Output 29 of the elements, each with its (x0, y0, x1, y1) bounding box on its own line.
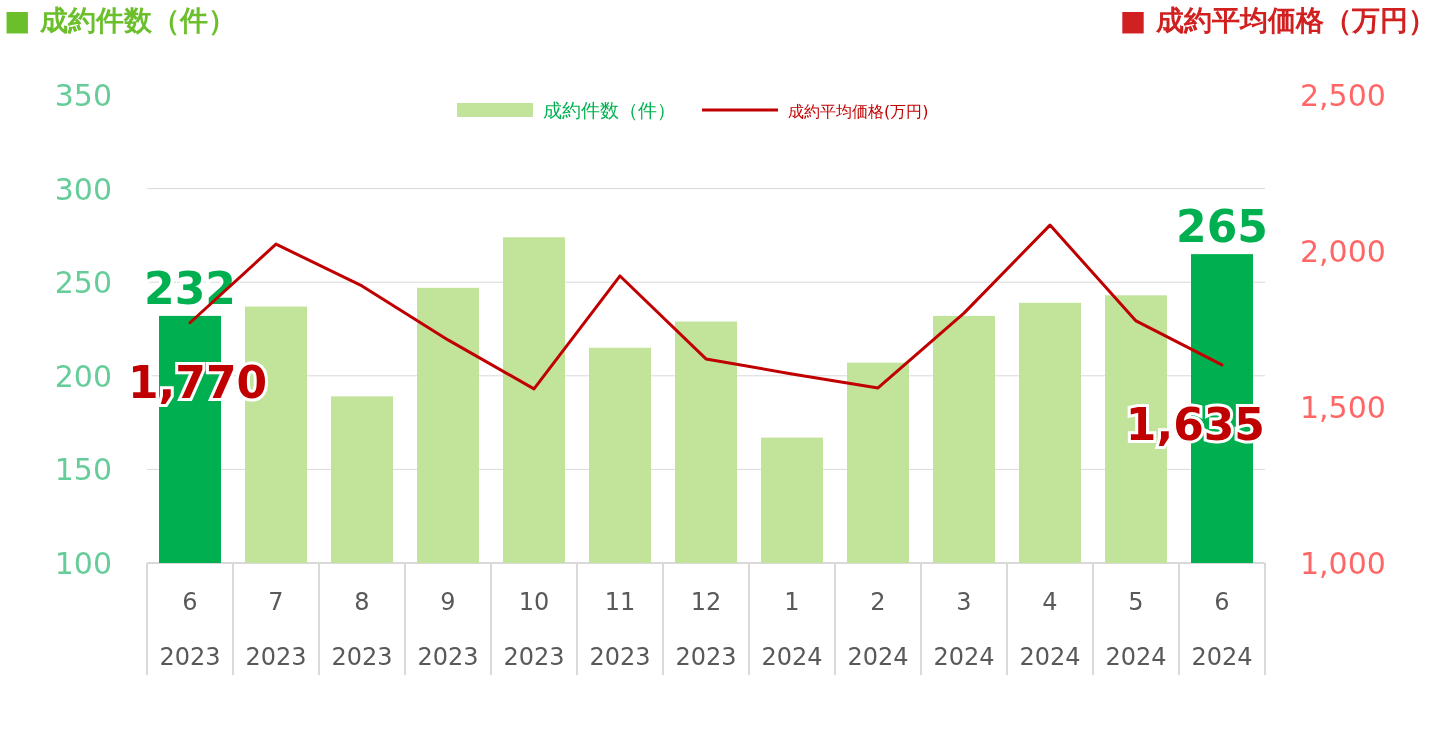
y2-tick-label: 2,000 (1300, 234, 1386, 269)
y-axis-title: ■ 成約件数（件） (4, 4, 237, 37)
x-tick-label: 4 2024 (1019, 588, 1081, 671)
x-tick-label: 9 2023 (417, 588, 479, 671)
legend-label: 成約件数（件） (543, 99, 676, 121)
x-tick-label: 7 2023 (245, 588, 307, 671)
y-tick-label: 250 (54, 265, 112, 301)
y2-tick-label: 1,000 (1300, 546, 1386, 581)
x-tick-label: 8 2023 (331, 588, 393, 671)
x-tick-label: 11 2023 (589, 588, 651, 671)
x-tick-label: 2 2024 (847, 588, 909, 671)
x-tick-label: 6 2023 (159, 588, 221, 671)
y-tick-label: 200 (54, 358, 112, 394)
x-tick-label: 3 2024 (933, 588, 995, 671)
x-tick-label: 10 2023 (503, 588, 565, 671)
y-tick-label: 350 (54, 78, 112, 113)
x-tick-label: 1 2024 (761, 588, 823, 671)
y2-tick-label: 2,500 (1300, 78, 1386, 113)
x-tick-label: 6 2024 (1191, 588, 1253, 671)
y-tick-label: 100 (54, 546, 112, 581)
x-tick-label: 5 2024 (1105, 588, 1167, 671)
y-tick-label: 150 (54, 452, 112, 488)
y2-axis-title: ■ 成約平均価格（万円） (1119, 4, 1436, 37)
data-label: 232 (144, 262, 236, 314)
y2-tick-label: 1,500 (1300, 390, 1386, 425)
data-label: 265 (1176, 201, 1268, 253)
legend-label: 成約平均価格(万円) (788, 102, 929, 121)
x-tick-label: 12 2023 (675, 588, 737, 671)
y-tick-label: 300 (54, 171, 112, 207)
